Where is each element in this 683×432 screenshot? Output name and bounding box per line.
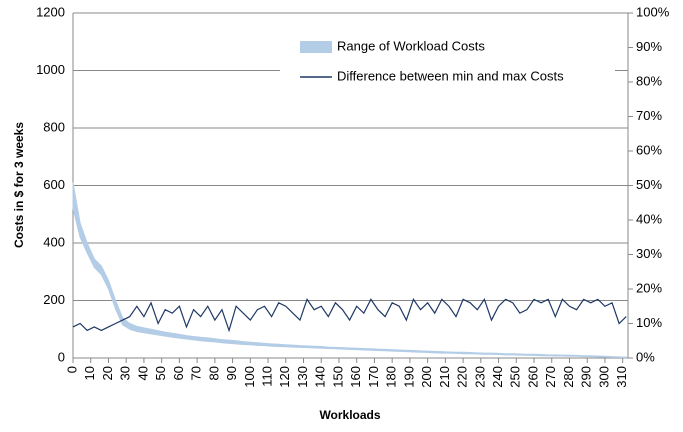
y2-tick-label: 30% (636, 246, 662, 261)
y-tick-label: 1000 (36, 62, 65, 77)
x-tick-label: 170 (366, 366, 381, 388)
x-tick-label: 150 (330, 366, 345, 388)
y2-tick-label: 60% (636, 142, 662, 157)
y-tick-label: 800 (43, 119, 65, 134)
x-tick-label: 270 (543, 366, 558, 388)
x-tick-label: 0 (64, 366, 79, 373)
x-tick-label: 140 (313, 366, 328, 388)
x-tick-label: 280 (561, 366, 576, 388)
legend-box (280, 32, 615, 92)
x-tick-label: 50 (153, 366, 168, 380)
x-tick-label: 300 (596, 366, 611, 388)
y2-tick-label: 70% (636, 108, 662, 123)
x-tick-label: 290 (579, 366, 594, 388)
x-tick-label: 120 (277, 366, 292, 388)
x-axis-label: Workloads (319, 408, 380, 422)
x-tick-label: 230 (472, 366, 487, 388)
difference-line (72, 298, 627, 333)
x-tick-label: 130 (295, 366, 310, 388)
y-tick-label: 400 (43, 234, 65, 249)
x-tick-label: 180 (384, 366, 399, 388)
x-tick-label: 190 (401, 366, 416, 388)
x-tick-label: 240 (490, 366, 505, 388)
y-axis-label: Costs in $ for 3 weeks (12, 122, 26, 248)
legend-swatch (300, 41, 332, 53)
x-tick-label: 220 (455, 366, 470, 388)
y2-tick-label: 20% (636, 280, 662, 295)
y-tick-label: 200 (43, 292, 65, 307)
y2-tick-label: 0% (636, 349, 655, 364)
y-tick-label: 1200 (36, 4, 65, 19)
x-tick-label: 310 (614, 366, 629, 388)
range-area (72, 182, 627, 359)
x-tick-label: 90 (224, 366, 239, 380)
y2-tick-label: 40% (636, 211, 662, 226)
x-tick-label: 30 (118, 366, 133, 380)
x-tick-label: 10 (82, 366, 97, 380)
y2-tick-label: 100% (636, 4, 670, 19)
legend-label: Difference between min and max Costs (337, 68, 564, 83)
x-tick-label: 210 (437, 366, 452, 388)
x-tick-label: 100 (242, 366, 257, 388)
x-tick-label: 80 (206, 366, 221, 380)
x-tick-label: 200 (419, 366, 434, 388)
x-tick-label: 260 (525, 366, 540, 388)
y-tick-label: 600 (43, 177, 65, 192)
y2-tick-label: 10% (636, 315, 662, 330)
y-tick-label: 0 (58, 349, 65, 364)
legend-label: Range of Workload Costs (337, 38, 485, 53)
x-tick-label: 160 (348, 366, 363, 388)
x-tick-label: 70 (189, 366, 204, 380)
y2-tick-label: 90% (636, 39, 662, 54)
x-tick-label: 60 (171, 366, 186, 380)
x-tick-label: 110 (259, 366, 274, 387)
y2-tick-label: 80% (636, 73, 662, 88)
y2-tick-label: 50% (636, 177, 662, 192)
x-tick-label: 250 (508, 366, 523, 388)
x-tick-label: 40 (135, 366, 150, 380)
x-tick-label: 20 (100, 366, 115, 380)
